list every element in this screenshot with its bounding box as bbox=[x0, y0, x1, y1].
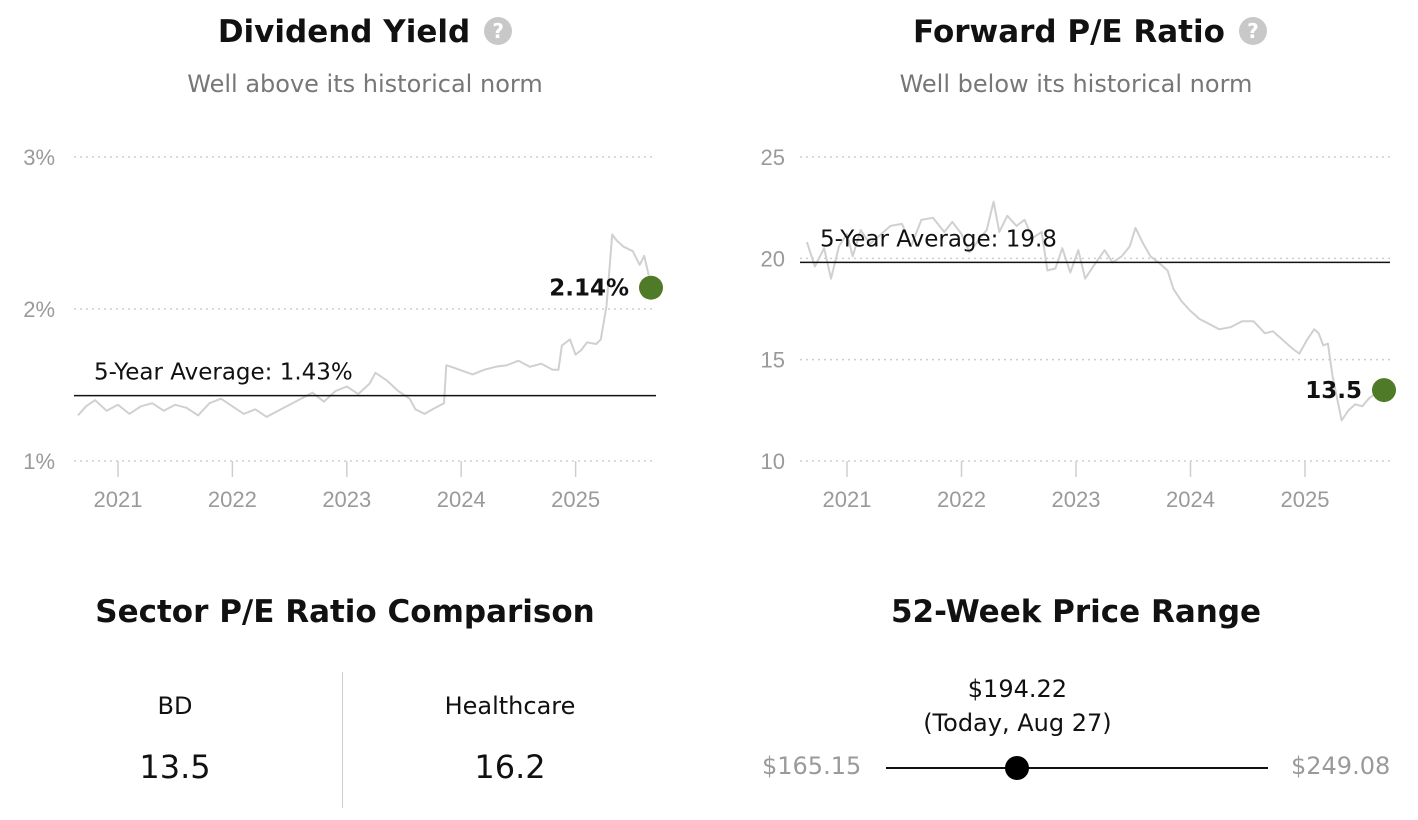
price-range-low: $165.15 bbox=[762, 752, 862, 780]
current-value-label: 2.14% bbox=[549, 276, 629, 302]
price-range-current-note: (Today, Aug 27) bbox=[923, 709, 1112, 737]
current-value-dot bbox=[639, 275, 663, 300]
y-tick-label: 2% bbox=[23, 297, 55, 322]
y-tick-label: 25 bbox=[761, 145, 785, 170]
y-tick-label: 15 bbox=[761, 348, 785, 373]
question-circle-icon[interactable]: ? bbox=[1238, 17, 1267, 45]
forward-pe-subtitle: Well below its historical norm bbox=[899, 70, 1253, 98]
current-value-label: 13.5 bbox=[1305, 378, 1362, 404]
average-label: 5-Year Average: 19.8 bbox=[820, 226, 1057, 252]
series-line bbox=[805, 200, 1376, 422]
x-tick-label: 2022 bbox=[937, 487, 986, 512]
forward-pe-title: Forward P/E Ratio? bbox=[790, 14, 1390, 50]
current-value-dot bbox=[1372, 378, 1396, 403]
x-tick-label: 2025 bbox=[1281, 487, 1330, 512]
sector-divider bbox=[342, 672, 343, 808]
forward-pe-title-text: Forward P/E Ratio bbox=[913, 14, 1225, 50]
sector-left-value: 13.5 bbox=[139, 748, 211, 786]
y-tick-label: 10 bbox=[761, 449, 785, 474]
price-range-current: $194.22 (Today, Aug 27) bbox=[867, 672, 1167, 740]
sector-right-label: Healthcare bbox=[444, 692, 576, 720]
sector-left-label: BD bbox=[157, 692, 193, 720]
price-range-high: $249.08 bbox=[1291, 752, 1391, 780]
dividend-yield-title-text: Dividend Yield bbox=[217, 14, 471, 50]
y-tick-label: 3% bbox=[23, 145, 55, 170]
x-tick-label: 2021 bbox=[823, 487, 872, 512]
question-circle-icon[interactable]: ? bbox=[484, 17, 513, 45]
price-range-current-value: $194.22 bbox=[967, 675, 1068, 703]
sector-right-value: 16.2 bbox=[474, 748, 546, 786]
x-tick-label: 2021 bbox=[94, 487, 143, 512]
price-range-current-dot bbox=[1005, 756, 1030, 780]
dividend-yield-subtitle: Well above its historical norm bbox=[187, 70, 543, 98]
average-label: 5-Year Average: 1.43% bbox=[94, 360, 353, 386]
price-range-title: 52-Week Price Range bbox=[890, 594, 1262, 630]
price-range-track bbox=[886, 767, 1268, 769]
x-tick-label: 2022 bbox=[208, 487, 257, 512]
dividend-yield-title: Dividend Yield? bbox=[74, 14, 656, 50]
series-line bbox=[77, 233, 650, 418]
x-tick-label: 2025 bbox=[551, 487, 600, 512]
y-tick-label: 20 bbox=[761, 246, 785, 271]
x-tick-label: 2023 bbox=[322, 487, 371, 512]
x-tick-label: 2024 bbox=[1166, 487, 1215, 512]
sector-pe-title: Sector P/E Ratio Comparison bbox=[95, 594, 595, 630]
x-tick-label: 2023 bbox=[1052, 487, 1101, 512]
y-tick-label: 1% bbox=[23, 449, 55, 474]
x-tick-label: 2024 bbox=[437, 487, 486, 512]
